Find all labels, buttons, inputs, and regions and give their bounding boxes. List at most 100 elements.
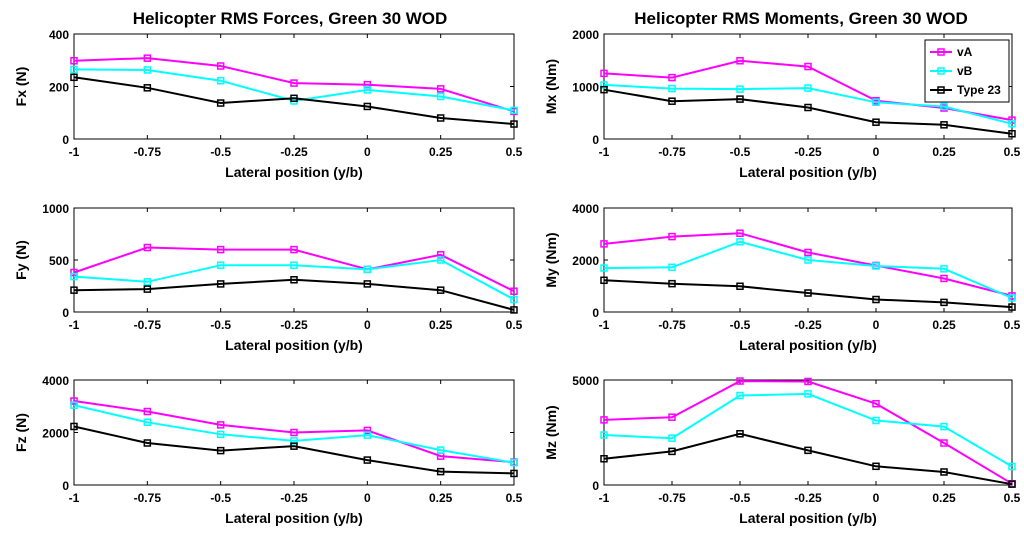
y-axis-label: My (Nm) [543, 232, 559, 287]
data-point-vb [1008, 294, 1016, 302]
data-point-vb [668, 84, 676, 93]
legend-label-va: vA [957, 45, 973, 59]
data-point-vb [436, 256, 445, 264]
data-point-va [436, 251, 445, 259]
y-tick-label: 4000 [42, 374, 69, 388]
data-point-va [736, 377, 744, 385]
data-point-vb [872, 98, 880, 106]
x-tick-label: -0.75 [658, 145, 686, 159]
data-point-type-23 [363, 280, 372, 288]
data-point-va [70, 397, 78, 405]
x-axis-label: Lateral position (y/b) [225, 164, 363, 180]
x-tick-label: 0.5 [506, 145, 523, 159]
data-point-va [143, 243, 152, 252]
legend-marker-vb [937, 67, 945, 75]
data-point-type-23 [143, 285, 152, 293]
series-line-va [73, 400, 515, 464]
x-tick-label: -0.25 [794, 491, 822, 505]
data-point-type-23 [600, 85, 608, 94]
data-point-type-23 [70, 422, 78, 431]
y-axis-label: Fx (N) [13, 67, 29, 107]
data-point-vb [143, 66, 152, 74]
axes-box [603, 379, 1013, 486]
data-point-type-23 [290, 94, 298, 103]
series-line-type-23 [73, 76, 515, 125]
x-tick-label: 0 [873, 318, 880, 332]
panel-fx: -1 -0.75 -0.5 -0.25 0 0.25 0.5 0 200 400 Lateral p… [13, 28, 523, 180]
data-point-va [510, 287, 518, 295]
x-axis-label: Lateral position (y/b) [739, 164, 877, 180]
x-tick-label: -0.75 [134, 145, 162, 159]
y-tick-label: 0 [592, 479, 599, 493]
data-point-vb [216, 261, 225, 269]
data-point-type-23 [736, 95, 744, 103]
y-tick-label: 1000 [572, 81, 599, 95]
x-tick-label: 0 [873, 491, 880, 505]
y-axis-label: Mz (Nm) [543, 405, 559, 459]
x-tick-label: 0.25 [429, 318, 453, 332]
x-tick-label: 0.25 [932, 145, 956, 159]
data-point-type-23 [510, 469, 518, 478]
data-point-vb [363, 431, 372, 439]
x-tick-label: 0.5 [506, 491, 523, 505]
data-point-type-23 [804, 289, 812, 297]
x-tick-label: -0.5 [730, 318, 751, 332]
data-point-va [668, 73, 676, 82]
x-tick-label: -0.5 [210, 318, 231, 332]
data-point-vb [600, 431, 608, 439]
y-tick-label: 2000 [572, 28, 599, 42]
x-axis-label: Lateral position (y/b) [225, 510, 363, 526]
x-tick-label: -0.5 [210, 145, 231, 159]
data-point-type-23 [872, 462, 880, 471]
panel-my: -1 -0.75 -0.5 -0.25 0 0.25 0.5 0 2000 4000 Lateral… [543, 202, 1021, 353]
data-point-vb [216, 430, 225, 439]
data-point-vb [804, 84, 812, 92]
data-point-type-23 [510, 306, 518, 314]
panel-mz: -1 -0.75 -0.5 -0.25 0 0.25 0.5 0 5000 Lateral pos… [543, 374, 1021, 526]
data-point-vb [940, 102, 948, 111]
legend-label-vb: vB [957, 64, 973, 78]
data-point-va [736, 57, 744, 65]
data-point-type-23 [668, 279, 676, 288]
x-tick-label: -0.75 [658, 491, 686, 505]
data-point-type-23 [290, 442, 298, 450]
y-tick-label: 4000 [572, 202, 599, 216]
x-axis-label: Lateral position (y/b) [739, 337, 877, 353]
y-tick-label: 1000 [42, 202, 69, 216]
data-point-va [143, 407, 152, 416]
data-point-vb [510, 458, 518, 467]
series-line-vb [73, 258, 515, 301]
data-point-type-23 [1008, 130, 1016, 138]
data-point-type-23 [736, 282, 744, 291]
y-tick-label: 500 [49, 254, 69, 268]
data-point-type-23 [736, 430, 744, 438]
y-tick-label: 0 [62, 133, 69, 147]
data-point-vb [143, 278, 152, 286]
x-tick-label: 0.5 [1004, 145, 1021, 159]
y-tick-label: 200 [49, 81, 69, 95]
x-tick-label: 0.25 [932, 318, 956, 332]
x-tick-label: 0 [364, 491, 371, 505]
data-point-type-23 [872, 118, 880, 126]
data-point-type-23 [940, 121, 948, 129]
x-tick-label: -0.25 [794, 145, 822, 159]
y-tick-label: 0 [592, 133, 599, 147]
x-tick-label: 0.25 [932, 491, 956, 505]
data-point-type-23 [1008, 303, 1016, 311]
data-point-va [436, 85, 445, 93]
data-point-va [668, 413, 676, 421]
legend-label-type-23: Type 23 [957, 83, 1001, 97]
data-point-vb [436, 92, 445, 101]
data-point-type-23 [510, 120, 518, 128]
data-point-type-23 [600, 455, 608, 463]
data-point-vb [600, 264, 608, 272]
y-tick-label: 2000 [572, 254, 599, 268]
data-point-va [668, 232, 676, 241]
x-tick-label: -0.25 [280, 491, 308, 505]
data-point-va [70, 268, 78, 277]
y-tick-label: 0 [592, 306, 599, 320]
y-axis-label: Fy (N) [13, 240, 29, 280]
data-point-va [600, 69, 608, 78]
panel-fy: -1 -0.75 -0.5 -0.25 0 0.25 0.5 0 500 1000 Lateral … [13, 202, 523, 353]
